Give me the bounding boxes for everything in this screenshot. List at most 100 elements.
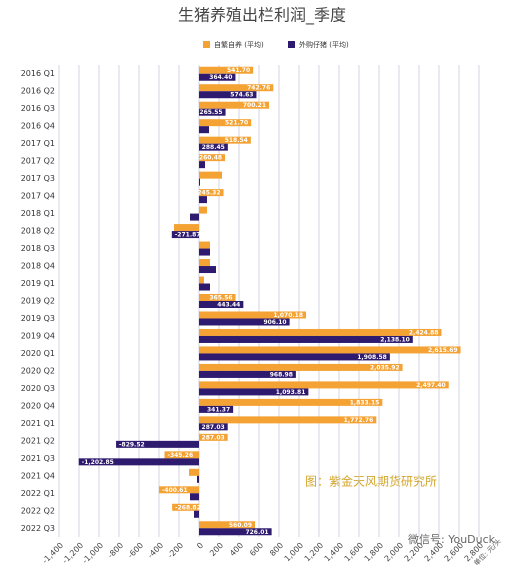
y-tick-label: 2019 Q2: [21, 297, 55, 306]
y-tick-label: 2018 Q2: [21, 227, 55, 236]
bar: [199, 196, 207, 204]
value-label: 1,093.81: [276, 389, 306, 396]
bar: [199, 294, 236, 301]
x-tick-label: -1,000: [81, 541, 106, 565]
x-tick-label: 1,400: [323, 541, 346, 564]
value-label: -268.82: [175, 504, 201, 511]
value-label: 365.56: [209, 295, 232, 302]
bar: [199, 433, 228, 441]
bar: [199, 363, 403, 371]
value-label: 2,138.10: [380, 336, 410, 343]
bar: [199, 161, 205, 169]
bar: [199, 370, 296, 378]
x-tick-label: 1,600: [343, 541, 366, 564]
value-label: 968.98: [270, 371, 293, 378]
value-label: 1,833.15: [350, 399, 380, 406]
y-tick-label: 2021 Q3: [21, 454, 55, 463]
value-label: 541.70: [227, 67, 250, 74]
value-label: 726.01: [245, 529, 268, 536]
value-label: 700.21: [243, 102, 266, 109]
bar: [199, 521, 256, 529]
x-tick-label: -600: [126, 541, 145, 560]
bar: [172, 503, 199, 511]
bar: [199, 143, 228, 151]
bar: [199, 206, 207, 214]
legend-label: 外购仔猪 (平均): [299, 40, 349, 49]
bar: [199, 423, 228, 431]
x-tick-label: 1,800: [363, 541, 386, 564]
x-tick-label: 2,000: [383, 541, 406, 564]
value-label: 341.37: [207, 406, 230, 413]
legend-label: 自繁自养 (平均): [214, 40, 264, 49]
annotation: 图：紫金天风期货研究所: [305, 474, 437, 489]
y-tick-label: 2017 Q4: [21, 192, 55, 201]
bar: [199, 241, 210, 249]
bar: [199, 189, 224, 197]
bar: [190, 493, 199, 501]
value-label: 2,424.88: [409, 329, 439, 336]
bar: [199, 276, 204, 284]
x-tick-label: 600: [248, 541, 265, 558]
bar: [199, 283, 210, 291]
bar: [194, 510, 199, 518]
bar: [199, 84, 274, 92]
y-tick-label: 2022 Q2: [21, 506, 55, 515]
value-label: -829.52: [119, 441, 145, 448]
y-tick-label: 2020 Q4: [21, 401, 55, 410]
y-tick-label: 2018 Q3: [21, 244, 55, 253]
bar: [199, 528, 272, 536]
y-tick-label: 2018 Q4: [21, 262, 55, 271]
bar: [199, 398, 383, 406]
value-label: 364.40: [209, 74, 232, 81]
bar: [199, 119, 252, 127]
y-tick-label: 2017 Q1: [21, 139, 55, 148]
bar: [199, 171, 222, 179]
x-tick-label: -200: [166, 541, 185, 560]
y-tick-label: 2020 Q1: [21, 349, 55, 358]
bar: [171, 231, 199, 239]
y-tick-label: 2016 Q4: [21, 122, 55, 131]
value-label: 287.03: [202, 424, 225, 431]
chart-title: 生猪养殖出栏利润_季度: [178, 6, 346, 26]
value-label: 518.54: [225, 137, 248, 144]
y-tick-label: 2020 Q3: [21, 384, 55, 393]
value-label: -400.61: [162, 487, 188, 494]
bar: [199, 353, 390, 361]
bar: [164, 451, 199, 459]
x-tick-label: 800: [268, 541, 285, 558]
bar: [199, 154, 226, 162]
y-tick-label: 2022 Q1: [21, 489, 55, 498]
bar: [199, 259, 210, 267]
bar: [199, 335, 413, 343]
value-label: -1,202.85: [82, 459, 114, 466]
value-label: 245.32: [197, 190, 220, 197]
value-label: 1,772.76: [344, 417, 374, 424]
y-tick-label: 2019 Q3: [21, 314, 55, 323]
value-label: 2,497.40: [416, 382, 446, 389]
legend-swatch: [288, 41, 295, 48]
bar: [199, 301, 244, 308]
x-tick-label: -800: [106, 541, 125, 560]
y-tick-label: 2016 Q1: [21, 69, 55, 78]
y-tick-label: 2016 Q3: [21, 104, 55, 113]
x-tick-label: -1,200: [61, 541, 86, 565]
value-label: 288.45: [202, 144, 225, 151]
bar: [199, 266, 216, 274]
value-label: 443.44: [217, 302, 240, 309]
value-label: 265.55: [199, 109, 222, 116]
x-tick-label: 400: [228, 541, 245, 558]
y-tick-label: 2018 Q1: [21, 209, 55, 218]
y-tick-label: 2017 Q2: [21, 157, 55, 166]
bar: [199, 388, 309, 396]
bar: [199, 126, 209, 134]
x-tick-label: 1,000: [283, 541, 306, 564]
bar: [197, 475, 199, 483]
value-label: -271.87: [175, 232, 201, 239]
x-tick-label: 200: [208, 541, 225, 558]
bar: [190, 213, 199, 221]
bar: [199, 66, 254, 74]
bar: [199, 311, 307, 319]
bar: [199, 91, 257, 99]
value-label: 574.63: [230, 92, 253, 99]
y-tick-label: 2016 Q2: [21, 87, 55, 96]
